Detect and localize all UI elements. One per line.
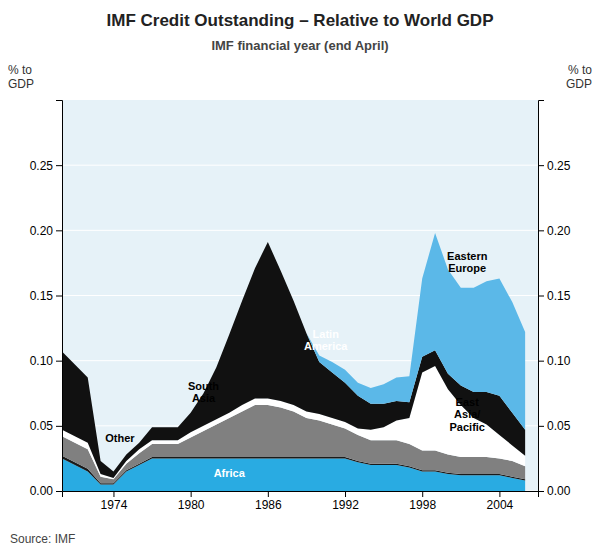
x-tick-mark — [191, 491, 192, 497]
annotation: SouthAsia — [188, 380, 219, 404]
y2-axis-label: % toGDP — [566, 63, 592, 91]
annotation-line: Pacific — [450, 420, 485, 432]
annotation-line: East — [456, 396, 480, 408]
x-tick: 1998 — [409, 491, 436, 512]
x-tick: 2004 — [487, 491, 514, 512]
x-tick-label: 1986 — [255, 498, 282, 512]
y-tick: 0.25 — [30, 159, 62, 173]
y-tick-label: 0.25 — [30, 159, 54, 173]
y-tick-mark — [56, 230, 62, 231]
y2-tick: 0.20 — [538, 224, 571, 238]
y-tick-label: 0.10 — [30, 354, 54, 368]
y2-tick-mark — [538, 426, 544, 427]
subtitle: IMF financial year (end April) — [211, 38, 388, 53]
y-axis-label-line: % to — [8, 63, 32, 77]
y2-tick: 0.00 — [538, 484, 571, 498]
x-tick-mark — [268, 491, 269, 497]
y-tick-label: 0.00 — [30, 484, 54, 498]
x-tick-mark — [345, 491, 346, 497]
y2-tick-mark — [538, 165, 544, 166]
plot: 1974 1980 1986 1992 1998 2004 0.00 0.05 0.10 0.15… — [30, 100, 571, 512]
annotation-line: Latin — [313, 328, 340, 340]
annotations: Other Africa SouthAsia EastAsia/Pacific Lati… — [105, 250, 487, 479]
y2-tick-label: 0.10 — [547, 354, 571, 368]
y-tick-mark — [56, 296, 62, 297]
y-tick-mark — [56, 491, 62, 492]
annotation-line: Europe — [448, 262, 486, 274]
areas — [62, 233, 525, 491]
y2-tick-mark — [538, 361, 544, 362]
annotation-line: South — [188, 380, 219, 392]
annotation-line: America — [304, 340, 348, 352]
annotation: EastAsia/Pacific — [450, 396, 485, 432]
annotation-line: Eastern — [447, 250, 488, 262]
annotation: LatinAmerica — [304, 328, 348, 352]
x-tick-label: 1992 — [332, 498, 359, 512]
y2-axis: 0.00 0.05 0.10 0.15 0.20 0.25 — [538, 101, 571, 499]
y-axis-label-line: GDP — [8, 77, 34, 91]
grid-line — [62, 230, 538, 231]
y-tick-mark — [56, 361, 62, 362]
chart: IMF Credit Outstanding – Relative to Wor… — [0, 0, 600, 553]
y2-axis-label-line: GDP — [566, 77, 592, 91]
x-tick-mark — [499, 491, 500, 497]
x-tick-label: 1974 — [101, 498, 128, 512]
x-tick-label: 2004 — [487, 498, 514, 512]
annotation-line: Asia/ — [454, 408, 480, 420]
source: Source: IMF — [10, 532, 75, 546]
y2-tick-label: 0.15 — [547, 289, 571, 303]
x-tick: 1992 — [332, 491, 359, 512]
y-tick-label: 0.20 — [30, 224, 54, 238]
y2-tick-mark — [538, 230, 544, 231]
y2-tick-mark — [538, 296, 544, 297]
y2-tick-label: 0.20 — [547, 224, 571, 238]
x-tick-label: 1998 — [409, 498, 436, 512]
x-tick-mark — [113, 491, 114, 497]
title: IMF Credit Outstanding – Relative to Wor… — [107, 11, 494, 30]
y-axis-line — [56, 101, 63, 492]
annotation: Africa — [214, 467, 246, 479]
y-tick-label: 0.15 — [30, 289, 54, 303]
annotation-line: Other — [105, 432, 135, 444]
y-tick-label: 0.05 — [30, 419, 54, 433]
x-tick-mark — [422, 491, 423, 497]
y2-axis-label-line: % to — [568, 63, 592, 77]
x-axis: 1974 1980 1986 1992 1998 2004 — [63, 491, 539, 512]
y2-tick-label: 0.05 — [547, 419, 571, 433]
y-tick: 0.15 — [30, 289, 62, 303]
y2-tick-label: 0.00 — [547, 484, 571, 498]
y2-tick-mark — [538, 491, 544, 492]
y-tick: 0.05 — [30, 419, 62, 433]
y-axis-label: % toGDP — [8, 63, 34, 91]
x-tick: 1980 — [178, 491, 205, 512]
y-axis: 0.00 0.05 0.10 0.15 0.20 0.25 — [30, 101, 63, 499]
grid — [62, 165, 538, 491]
x-axis-line — [63, 492, 539, 498]
area — [62, 233, 525, 472]
y-tick: 0.00 — [30, 484, 62, 498]
y-tick-mark — [56, 426, 62, 427]
grid-line — [62, 165, 538, 166]
y2-axis-line — [539, 101, 545, 492]
y2-tick-label: 0.25 — [547, 159, 571, 173]
x-tick: 1974 — [101, 491, 128, 512]
x-tick: 1986 — [255, 491, 282, 512]
annotation: EasternEurope — [447, 250, 488, 274]
y2-tick: 0.05 — [538, 419, 571, 433]
y2-tick: 0.10 — [538, 354, 571, 368]
x-tick-label: 1980 — [178, 498, 205, 512]
annotation-line: Africa — [214, 467, 246, 479]
plot-background — [62, 100, 538, 491]
y2-tick: 0.15 — [538, 289, 571, 303]
y-tick: 0.20 — [30, 224, 62, 238]
annotation: Other — [105, 432, 135, 444]
y-tick: 0.10 — [30, 354, 62, 368]
y2-tick: 0.25 — [538, 159, 571, 173]
annotation-line: Asia — [192, 392, 216, 404]
y-tick-mark — [56, 165, 62, 166]
